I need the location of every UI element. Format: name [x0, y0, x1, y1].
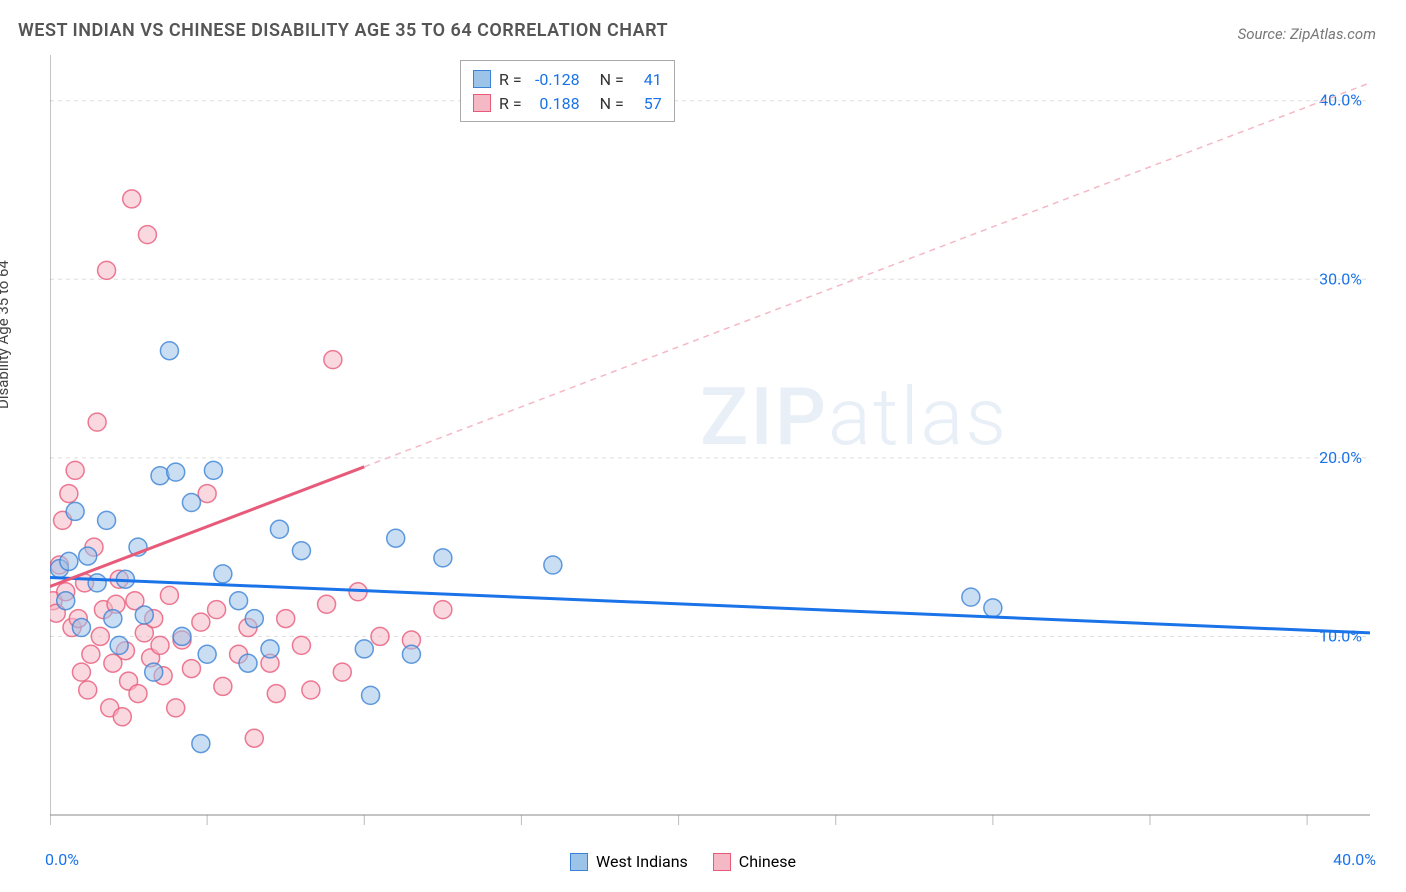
stats-swatch — [473, 70, 491, 88]
chart-plot-area: 10.0%20.0%30.0%40.0% — [50, 55, 1370, 825]
chart-title: WEST INDIAN VS CHINESE DISABILITY AGE 35… — [18, 20, 668, 41]
r-label: R = — [499, 70, 522, 89]
legend-item: West Indians — [570, 852, 688, 871]
n-value: 57 — [632, 94, 662, 113]
stats-row: R = -0.128 N = 41 — [473, 67, 662, 91]
y-axis-label: Disability Age 35 to 64 — [0, 260, 12, 409]
stats-row: R = 0.188 N = 57 — [473, 91, 662, 115]
correlation-stats-box: R = -0.128 N = 41 R = 0.188 N = 57 — [460, 60, 675, 122]
n-label: N = — [600, 70, 624, 89]
r-label: R = — [499, 94, 522, 113]
x-axis-max-label: 40.0% — [1333, 850, 1376, 869]
legend-item: Chinese — [713, 852, 796, 871]
source-attribution: Source: ZipAtlas.com — [1238, 25, 1376, 43]
legend-bottom: West Indians Chinese — [570, 852, 796, 871]
legend-swatch — [713, 853, 731, 871]
n-value: 41 — [632, 70, 662, 89]
legend-swatch — [570, 853, 588, 871]
stats-swatch — [473, 94, 491, 112]
r-value: 0.188 — [530, 94, 580, 113]
chart-svg: 10.0%20.0%30.0%40.0% — [50, 55, 1370, 825]
svg-text:10.0%: 10.0% — [1319, 626, 1362, 645]
r-value: -0.128 — [530, 70, 580, 89]
legend-label: West Indians — [596, 852, 688, 871]
legend-label: Chinese — [739, 852, 796, 871]
x-axis-min-label: 0.0% — [45, 850, 79, 869]
svg-text:20.0%: 20.0% — [1319, 448, 1362, 467]
svg-text:30.0%: 30.0% — [1319, 269, 1362, 288]
n-label: N = — [600, 94, 624, 113]
